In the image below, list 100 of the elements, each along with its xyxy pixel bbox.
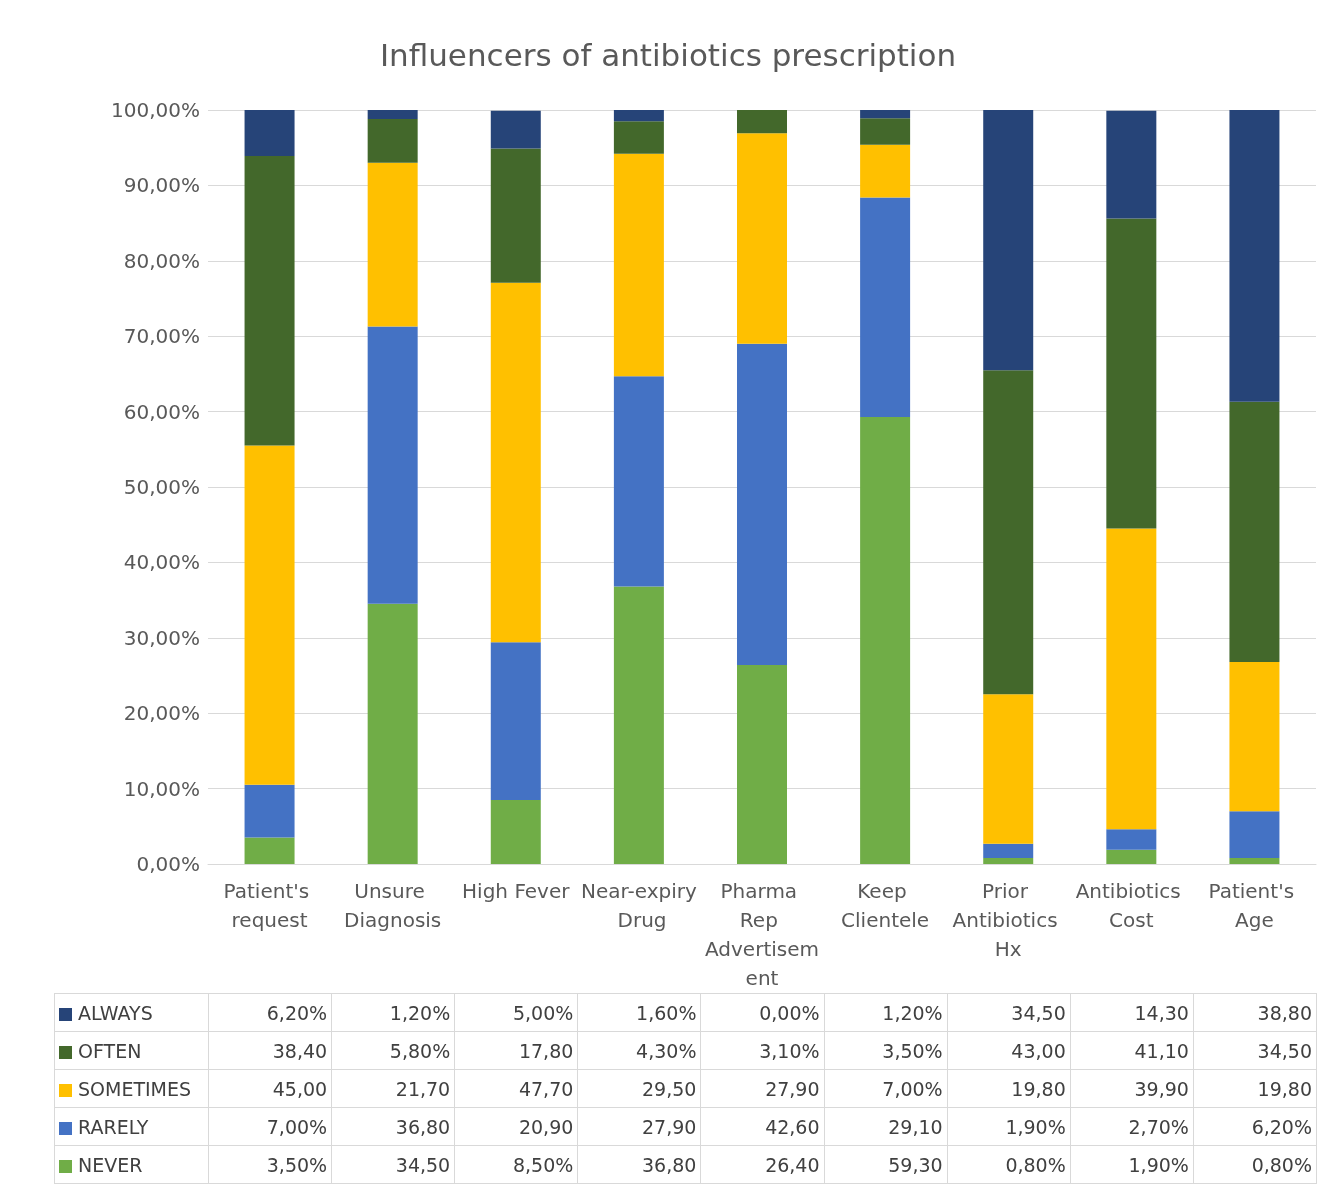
bar (983, 694, 1034, 844)
y-tick-label: 50,00% (123, 475, 200, 499)
bar (613, 121, 664, 154)
legend-label: RARELY (54, 1107, 209, 1146)
bar (983, 370, 1034, 695)
data-label: 43,00 (947, 1031, 1071, 1070)
bar (1106, 829, 1157, 850)
data-label: 0,80% (1193, 1145, 1317, 1184)
data-label: 34,50 (331, 1145, 455, 1184)
data-label: 47,70 (454, 1069, 578, 1108)
y-tick-label: 0,00% (136, 852, 200, 876)
data-label: 1,90% (947, 1107, 1071, 1146)
data-label: 7,00% (208, 1107, 332, 1146)
y-tick-label: 90,00% (123, 173, 200, 198)
bar (244, 445, 295, 785)
bar (367, 162, 418, 327)
data-label: 1,60% (577, 993, 701, 1032)
data-label: 26,40 (700, 1145, 825, 1184)
data-label: 38,80 (1193, 993, 1317, 1032)
bar (737, 133, 787, 344)
bar (860, 110, 911, 119)
data-label: 34,50 (1193, 1031, 1317, 1070)
x-tick-label: Keep Clientele (841, 878, 930, 932)
data-label: 3,50% (824, 1031, 948, 1070)
data-label: 3,50% (208, 1145, 332, 1184)
x-tick-label: Prior Antibiotics Hx (952, 878, 1064, 961)
bar (983, 857, 1034, 864)
bar (490, 642, 541, 800)
bar (367, 110, 418, 120)
data-label: 2,70% (1070, 1107, 1194, 1146)
data-label: 42,60 (700, 1107, 825, 1146)
bar (367, 603, 418, 864)
bar (490, 148, 541, 283)
data-label: 45,00 (208, 1069, 332, 1108)
chart-title: Influencers of antibiotics prescription (379, 36, 957, 73)
bar (1229, 401, 1280, 662)
data-label: 27,90 (577, 1107, 701, 1146)
y-tick-label: 100,00% (111, 98, 200, 122)
data-label: 14,30 (1070, 993, 1194, 1032)
legend-label: SOMETIMES (54, 1069, 209, 1108)
data-label: 29,50 (577, 1069, 701, 1108)
bar (983, 110, 1034, 371)
bar (1106, 849, 1157, 864)
data-label: 1,20% (331, 993, 455, 1032)
bar (1106, 528, 1157, 830)
y-tick-label: 10,00% (123, 776, 200, 801)
bar (613, 110, 664, 122)
data-label: 6,20% (1193, 1107, 1317, 1146)
bar (737, 343, 787, 665)
x-tick-label: High Fever (462, 878, 571, 903)
data-label: 7,00% (824, 1069, 948, 1108)
y-tick-label: 20,00% (123, 701, 200, 726)
data-label: 5,80% (331, 1031, 455, 1070)
bar (490, 110, 541, 149)
bar (1106, 110, 1157, 219)
bar (737, 664, 787, 864)
bar (244, 110, 295, 156)
data-label: 8,50% (454, 1145, 578, 1184)
bar (1229, 811, 1280, 858)
bar (860, 416, 911, 864)
bar (244, 837, 295, 864)
bar (860, 118, 911, 145)
x-tick-label: Near-expiry Drug (581, 878, 697, 932)
data-label: 1,20% (824, 993, 948, 1032)
data-label: 17,80 (454, 1031, 578, 1070)
legend-label: OFTEN (54, 1031, 209, 1070)
x-tick-label: Pharma Rep Advertisement (705, 878, 819, 990)
data-label: 0,00% (700, 993, 825, 1032)
data-label: 19,80 (1193, 1069, 1317, 1108)
y-tick-label: 40,00% (123, 550, 200, 575)
bar (1106, 218, 1157, 529)
bar (367, 326, 418, 604)
legend-label: NEVER (54, 1145, 209, 1184)
x-tick-label: Unsure Diagnosis (344, 878, 442, 932)
data-label: 6,20% (208, 993, 332, 1032)
data-label: 20,90 (454, 1107, 578, 1146)
bar (1229, 857, 1280, 864)
y-tick-label: 60,00% (123, 399, 200, 424)
data-label: 36,80 (577, 1145, 701, 1184)
data-label: 36,80 (331, 1107, 455, 1146)
data-label: 59,30 (824, 1145, 948, 1184)
x-tick-label: Antibiotics Cost (1075, 878, 1188, 932)
bar (1229, 661, 1280, 812)
y-tick-label: 70,00% (123, 324, 200, 349)
data-label: 27,90 (700, 1069, 825, 1108)
x-tick-label: Patient's request (223, 878, 316, 932)
data-label: 4,30% (577, 1031, 701, 1070)
bar (367, 119, 418, 163)
legend-label: ALWAYS (54, 993, 209, 1032)
bar (490, 282, 541, 643)
y-tick-label: 30,00% (123, 625, 200, 650)
data-label: 21,70 (331, 1069, 455, 1108)
bar (737, 110, 787, 134)
bar (613, 586, 664, 864)
bar (860, 144, 911, 198)
data-label: 34,50 (947, 993, 1071, 1032)
data-label: 41,10 (1070, 1031, 1194, 1070)
data-label: 29,10 (824, 1107, 948, 1146)
data-label: 3,10% (700, 1031, 825, 1070)
data-label: 38,40 (208, 1031, 332, 1070)
